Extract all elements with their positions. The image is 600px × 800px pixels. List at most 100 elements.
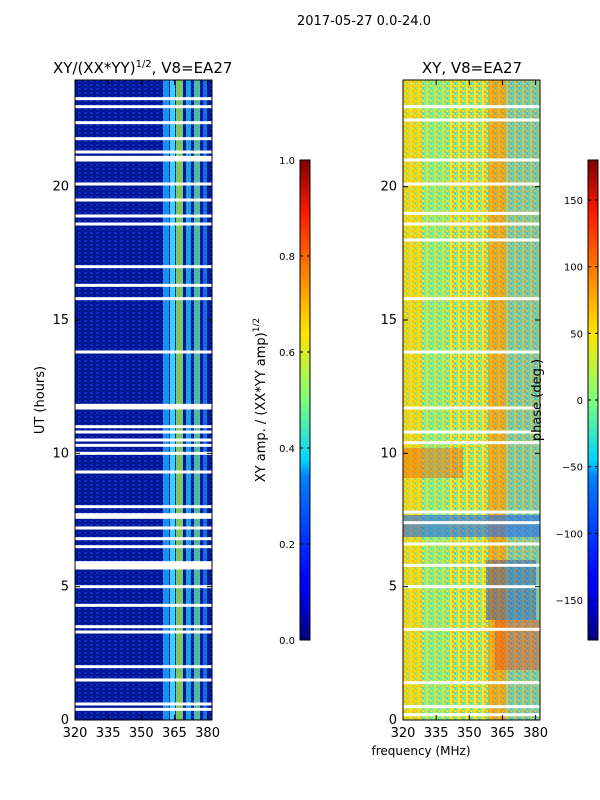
phase-colorbar-tick-label: 100 xyxy=(564,263,583,274)
phase-flag-gap xyxy=(403,182,540,186)
amp-flag-gap xyxy=(75,603,212,607)
amp-flag-gap xyxy=(75,537,212,541)
amp-flag-gap xyxy=(75,707,212,711)
amp-flag-gap xyxy=(75,563,212,567)
phase-y-tick-label: 5 xyxy=(389,580,397,595)
phase-flag-gap xyxy=(403,297,540,301)
figure-suptitle: 2017-05-27 0.0-24.0 xyxy=(297,14,431,29)
amp-flag-gap xyxy=(75,630,212,634)
phase-flag-gap xyxy=(403,521,540,525)
amp-flag-gap xyxy=(75,526,212,530)
amp-x-tick-label: 320 xyxy=(63,726,88,741)
phase-title: XY, V8=EA27 xyxy=(422,59,522,77)
phase-flag-gap xyxy=(403,118,540,122)
phase-y-tick-label: 20 xyxy=(380,180,397,195)
phase-x-tick-label: 350 xyxy=(457,726,482,741)
phase-colorbar-tick-label: −150 xyxy=(556,596,583,607)
amp-flag-gap xyxy=(75,545,212,549)
phase-flag-gap xyxy=(403,238,540,242)
amp-x-ticks: 320 335 350 365 380 xyxy=(63,80,220,741)
amp-flag-gap xyxy=(75,121,212,125)
amp-flag-gap xyxy=(75,403,212,407)
phase-flag-gap xyxy=(403,211,540,215)
phase-y-tick-label: 15 xyxy=(380,313,397,328)
amp-colorbar-tick-label: 0.2 xyxy=(279,540,295,551)
amp-flag-gap xyxy=(75,625,212,629)
amp-flag-gap xyxy=(75,438,212,442)
amp-x-tick-label: 380 xyxy=(195,726,220,741)
amp-flag-gap xyxy=(75,425,212,429)
amp-flag-gap xyxy=(75,585,212,589)
phase-x-tick-label: 365 xyxy=(490,726,515,741)
phase-panel: XY, V8=EA27 320 335 350 365 380 0 5 10 15 20 xyxy=(380,59,548,741)
phase-flag-gap xyxy=(403,510,540,514)
phase-y-ticks: 0 5 10 15 20 xyxy=(380,180,540,728)
amp-colorbar-tick-label: 0.6 xyxy=(279,348,295,359)
phase-flag-gap xyxy=(403,158,540,162)
amp-colorbar-tick-label: 0.8 xyxy=(279,252,295,263)
amp-flag-gap xyxy=(75,665,212,669)
phase-flag-gap xyxy=(403,350,540,354)
phase-flag-gap xyxy=(403,222,540,226)
amp-x-tick-label: 365 xyxy=(162,726,187,741)
phase-flag-gap xyxy=(403,681,540,685)
phase-colorbar-label: phase (deg.) xyxy=(530,359,545,441)
phase-flag-gap xyxy=(403,563,540,567)
phase-colorbar-tick-label: 50 xyxy=(570,329,583,340)
phase-flag-gap xyxy=(403,585,540,589)
phase-flag-gaps xyxy=(403,105,540,717)
phase-x-tick-label: 320 xyxy=(391,726,416,741)
amp-y-tick-label: 5 xyxy=(61,580,69,595)
phase-heatmap xyxy=(403,80,540,720)
phase-colorbar: −150 −100 −50 0 50 100 150 phase (deg.) xyxy=(530,159,599,641)
amp-colorbar-gradient xyxy=(299,159,311,641)
phase-y-tick-label: 0 xyxy=(389,713,397,728)
amp-flag-gap xyxy=(75,283,212,287)
amp-flag-gap xyxy=(75,561,212,565)
phase-axes-frame xyxy=(402,79,541,721)
amp-flag-gaps xyxy=(75,97,212,711)
amp-flag-gap xyxy=(75,430,212,434)
phase-flag-gap xyxy=(403,713,540,717)
amp-flag-gap xyxy=(75,678,212,682)
amp-y-tick-label: 15 xyxy=(52,313,69,328)
y-axis-label: UT (hours) xyxy=(33,366,48,434)
amp-colorbar-ticks: 0.0 0.2 0.4 0.6 0.8 1.0 xyxy=(279,156,310,647)
amp-flag-gap xyxy=(75,406,212,410)
phase-colorbar-tick-label: 0 xyxy=(577,396,583,407)
amp-flag-gap xyxy=(75,513,212,517)
amp-colorbar-tick-label: 0.0 xyxy=(279,636,295,647)
amp-y-ticks: 0 5 10 15 20 xyxy=(52,180,212,728)
amp-flag-gap xyxy=(75,222,212,226)
amp-x-tick-label: 350 xyxy=(129,726,154,741)
amp-flag-gap xyxy=(75,214,212,218)
amplitude-panel: XY/(XX*YY)1/2, V8=EA27 320 335 350 365 380 0… xyxy=(33,59,232,741)
amp-flag-gap xyxy=(75,350,212,354)
amp-colorbar-label: XY amp. / (XX*YY amp)1/2 xyxy=(252,318,269,482)
amp-y-tick-label: 0 xyxy=(61,713,69,728)
amp-flag-gap xyxy=(75,158,212,162)
amp-colorbar-tick-label: 0.4 xyxy=(279,444,295,455)
phase-flag-gap xyxy=(403,542,540,546)
phase-flag-gap xyxy=(403,105,540,109)
phase-flag-gap xyxy=(403,441,540,445)
amp-flag-gap xyxy=(75,150,212,154)
amp-flag-gap xyxy=(75,505,212,509)
phase-colorbar-tick-label: −100 xyxy=(556,529,583,540)
amp-flag-gap xyxy=(75,515,212,519)
amp-y-tick-label: 10 xyxy=(52,446,69,461)
phase-colorbar-tick-label: 150 xyxy=(564,196,583,207)
phase-flag-gap xyxy=(403,406,540,410)
amp-flag-gap xyxy=(75,105,212,109)
phase-x-ticks: 320 335 350 365 380 xyxy=(391,80,548,741)
amp-colorbar-tick-label: 1.0 xyxy=(279,156,295,167)
amp-flag-gap xyxy=(75,198,212,202)
amp-flag-gap xyxy=(75,451,212,455)
phase-flag-gap xyxy=(403,627,540,631)
amp-y-tick-label: 20 xyxy=(52,180,69,195)
phase-flag-gap xyxy=(403,430,540,434)
amp-flag-gap xyxy=(75,702,212,706)
amp-flag-gap xyxy=(75,470,212,474)
amp-flag-gap xyxy=(75,155,212,159)
